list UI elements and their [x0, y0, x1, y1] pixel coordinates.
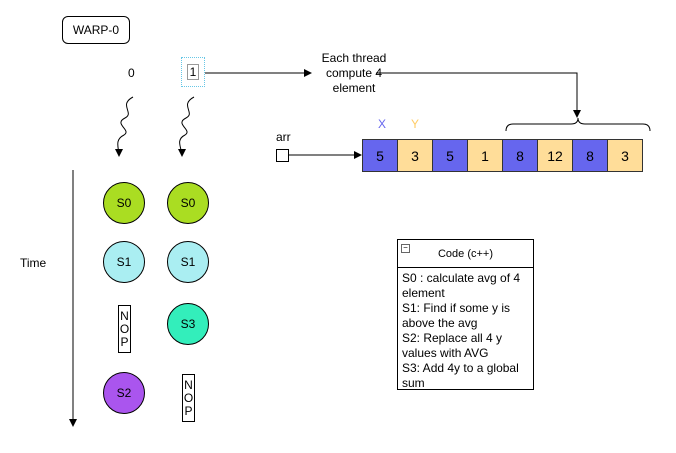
code-line: S0 : calculate avg of 4 element	[402, 271, 521, 300]
nop-letter: O	[183, 390, 194, 405]
array-cell: 5	[432, 139, 468, 172]
arr-pointer-box	[276, 149, 289, 162]
array-cell: 5	[362, 139, 398, 172]
code-line: S2: Replace all 4 y values with AVG	[402, 331, 503, 360]
x-axis-letter: X	[378, 117, 387, 131]
y-axis-letter: Y	[411, 117, 420, 131]
step-circle: S3	[167, 303, 209, 345]
array-cell: 3	[607, 139, 643, 172]
warp-label: WARP-0	[72, 23, 120, 37]
code-title: Code (c++)	[437, 247, 494, 260]
thread-1-box: 1	[181, 57, 205, 87]
nop-letter: P	[120, 334, 129, 349]
array-cell: 1	[467, 139, 503, 172]
note-text: Each thread compute 4 element	[321, 51, 387, 95]
nop-letter: P	[184, 403, 193, 418]
step-circle: S0	[103, 182, 145, 224]
code-panel: − Code (c++) S0 : calculate avg of 4 ele…	[397, 239, 534, 390]
step-circle: S1	[103, 241, 145, 283]
array-cell: 12	[537, 139, 573, 172]
nop-letter: N	[120, 308, 129, 323]
nop-letter: O	[119, 321, 130, 336]
thread0-squiggle-arrow	[114, 96, 134, 157]
step-circle: S2	[103, 372, 145, 414]
code-body: S0 : calculate avg of 4 element S1: Find…	[398, 268, 533, 394]
warp-box: WARP-0	[62, 16, 130, 44]
arr-label: arr	[276, 130, 291, 144]
code-panel-header: − Code (c++)	[398, 240, 533, 268]
array-cell: 3	[397, 139, 433, 172]
step-circle: S1	[167, 241, 209, 283]
group-bracket	[505, 117, 651, 132]
collapse-icon[interactable]: −	[401, 244, 410, 253]
array-cell: 8	[502, 139, 538, 172]
thread1-squiggle-arrow	[177, 96, 195, 157]
time-label: Time	[20, 256, 47, 270]
code-line: S1: Find if some y is above the avg	[402, 301, 511, 330]
code-line: S3: Add 4y to a global sum	[402, 361, 519, 390]
thread-0-label: 0	[128, 66, 135, 80]
step-circle: S0	[167, 182, 209, 224]
thread-1-label: 1	[186, 64, 200, 80]
note-to-array-arrow	[376, 72, 581, 118]
nop-letter: N	[184, 377, 193, 392]
array-cells: 5 3 5 1 8 12 8 3	[362, 139, 643, 172]
array-cell: 8	[572, 139, 608, 172]
